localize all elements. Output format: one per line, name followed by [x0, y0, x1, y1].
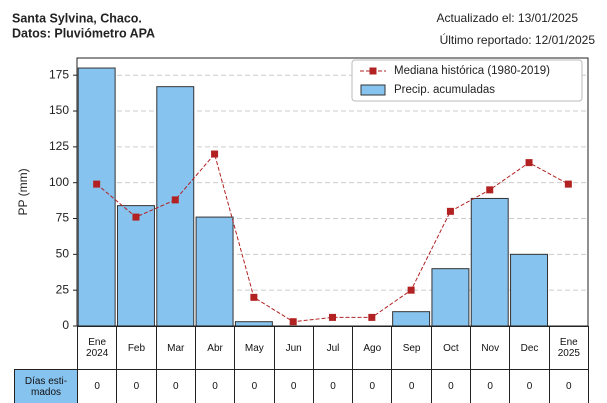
table-value: 0: [194, 369, 236, 403]
marker: [250, 293, 258, 301]
legend-label: Precip. acumuladas: [394, 84, 495, 96]
bar: [431, 268, 470, 327]
table-value: 0: [352, 369, 393, 403]
table-value: 0: [312, 369, 354, 403]
marker: [564, 180, 572, 188]
bar: [195, 216, 234, 327]
x-tick-label: Jun: [273, 326, 314, 370]
legend-swatch: [360, 84, 386, 96]
marker: [93, 180, 101, 188]
chart-subtitle: Datos: Pluviómetro APA: [12, 26, 155, 40]
bar: [470, 197, 509, 327]
table-value: 0: [116, 369, 157, 403]
y-tick-label: 125: [49, 139, 69, 153]
marker: [132, 213, 140, 221]
last-reported: Último reportado: 12/01/2025: [440, 32, 596, 47]
y-tick-label: 175: [49, 67, 69, 81]
marker: [289, 318, 297, 326]
y-tick-label: 150: [49, 103, 69, 117]
x-tick-label: Nov: [470, 326, 511, 370]
table-row-label: Días esti- mados: [14, 369, 78, 403]
x-tick-label: Jul: [312, 326, 354, 370]
y-tick-label: 50: [56, 247, 70, 261]
bar: [77, 67, 116, 327]
bar: [510, 253, 549, 327]
y-axis-label: PP (mm): [16, 168, 30, 215]
bar: [392, 311, 431, 327]
legend-box: [351, 59, 583, 102]
x-tick-label: Dec: [509, 326, 550, 370]
marker: [368, 313, 376, 321]
x-tick-label: Feb: [116, 326, 157, 370]
x-tick-label: Sep: [391, 326, 432, 370]
bar: [116, 205, 155, 327]
y-tick-label: 0: [62, 318, 69, 332]
table-value: 0: [548, 369, 589, 403]
marker: [211, 150, 219, 158]
table-value: 0: [234, 369, 275, 403]
marker: [407, 286, 415, 294]
y-tick-label: 100: [49, 175, 69, 189]
table-value: 0: [77, 369, 118, 403]
x-tick-label: May: [234, 326, 275, 370]
y-tick-label: 75: [56, 211, 70, 225]
marker: [171, 196, 179, 204]
table-value: 0: [155, 369, 196, 403]
marker: [446, 207, 454, 215]
marker: [329, 313, 336, 321]
x-tick-label: Ene 2024: [77, 326, 118, 370]
x-tick-label: Mar: [155, 326, 196, 370]
updated: Actualizado el: 13/01/2025: [437, 11, 579, 25]
x-tick-label: Oct: [430, 326, 472, 370]
legend-label: Mediana histórica (1980-2019): [394, 65, 550, 77]
table-value: 0: [391, 369, 432, 403]
x-tick-label: Ago: [352, 326, 393, 370]
x-tick-label: Ene 2025: [548, 326, 589, 370]
chart-title: Santa Sylvina, Chaco.: [12, 11, 142, 25]
legend-marker: [369, 67, 377, 75]
y-tick-label: 25: [56, 282, 70, 296]
marker: [525, 159, 533, 167]
table-value: 0: [470, 369, 511, 403]
table-value: 0: [430, 369, 472, 403]
table-value: 0: [273, 369, 314, 403]
bar: [156, 86, 195, 327]
marker: [486, 186, 494, 194]
table-value: 0: [509, 369, 550, 403]
x-tick-label: Abr: [194, 326, 236, 370]
